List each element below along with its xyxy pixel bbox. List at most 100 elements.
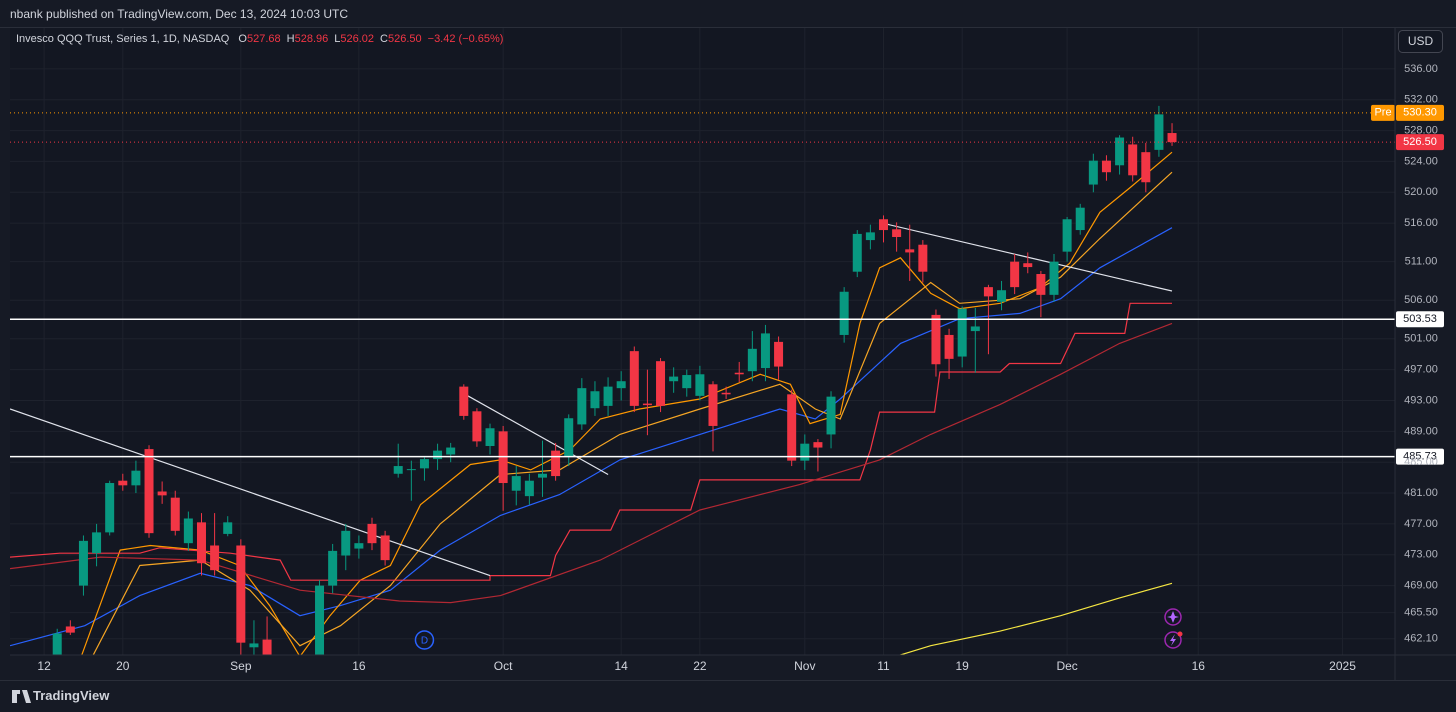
candle-body: [1167, 133, 1177, 143]
candle-body: [826, 396, 836, 435]
y-tick-label: 469.00: [1404, 579, 1438, 591]
candle-body: [1062, 219, 1072, 252]
currency[interactable]: USD: [1408, 34, 1434, 48]
publisher: nbank published on TradingView.com, Dec …: [10, 7, 348, 21]
candle-body: [800, 443, 810, 461]
candle-body: [551, 450, 561, 477]
candle-body: [196, 522, 206, 564]
currency-button[interactable]: [1398, 30, 1443, 53]
icon-dot: [1177, 631, 1183, 637]
ohlc-key: L: [334, 33, 341, 45]
candle-body: [1141, 152, 1151, 183]
candle-body: [380, 535, 390, 561]
candle-body: [983, 287, 993, 297]
trend-line: [882, 222, 1173, 292]
indicators: [10, 151, 1173, 655]
icon: [1170, 634, 1176, 646]
candle-body: [223, 522, 233, 534]
candle-body: [419, 459, 429, 469]
icon: [1167, 611, 1179, 623]
candle-body: [393, 466, 403, 474]
candle-body: [472, 411, 482, 442]
candle-body: [446, 447, 456, 455]
x-tick-label: 11: [877, 659, 890, 673]
candle-body: [944, 334, 954, 359]
y-tick-label: 485.00: [1404, 456, 1438, 468]
candle-body: [118, 480, 128, 486]
candle-body: [354, 543, 364, 549]
candle-body: [328, 550, 338, 586]
x-tick-label: 19: [956, 659, 970, 673]
candle-body: [183, 518, 193, 544]
y-tick-label: 528.00: [1404, 124, 1438, 136]
candle-body: [878, 219, 888, 231]
icon[interactable]: [1164, 631, 1182, 649]
x-tick-label: 14: [615, 659, 629, 673]
candle-body: [656, 361, 666, 406]
candle-body: [682, 375, 692, 389]
candle-body: [905, 249, 915, 253]
price-tag-label: 503.53: [1403, 313, 1437, 325]
candle-body: [839, 291, 849, 335]
candle-body: [918, 244, 928, 272]
y-tick-label: 493.00: [1404, 394, 1438, 406]
candle-body: [524, 480, 534, 497]
candle-body: [590, 391, 600, 409]
trend-line: [464, 393, 609, 476]
candle-body: [341, 530, 351, 556]
candle-body: [813, 442, 823, 448]
x-tick-label: Dec: [1056, 659, 1077, 673]
y-tick-label: 520.00: [1404, 186, 1438, 198]
candle-body: [734, 372, 744, 375]
candle-body: [616, 381, 626, 389]
candle-body: [65, 626, 75, 633]
price-tag: [1396, 448, 1444, 465]
y-tick-label: 516.00: [1404, 217, 1438, 229]
candle-body: [957, 308, 967, 357]
legend: Invesco QQQ Trust, Series 1, 1D, NASDAQ …: [16, 33, 503, 45]
footer: TradingView: [33, 688, 110, 703]
x-tick-label: 16: [352, 659, 366, 673]
candle-body: [1036, 274, 1046, 295]
change: −3.42 (−0.65%): [427, 33, 504, 45]
candle-body: [747, 348, 757, 372]
price-tag: [1396, 311, 1444, 328]
candle-body: [92, 532, 102, 554]
candle-body: [78, 540, 88, 586]
candle-body: [157, 491, 167, 496]
indicator-line: [898, 582, 1173, 655]
candle-body: [1023, 263, 1033, 268]
x-tick-label: 12: [37, 659, 51, 673]
candle-body: [1010, 261, 1020, 288]
y-tick-label: 506.00: [1404, 294, 1438, 306]
price-tag-label: 485.73: [1403, 450, 1437, 462]
last-price: 526.50: [1403, 136, 1437, 148]
candle-body: [52, 633, 62, 655]
indicator-line: [92, 171, 1173, 655]
y-tick-label: 465.50: [1404, 606, 1438, 618]
y-tick-label: 462.10: [1404, 633, 1438, 645]
candles: [52, 105, 1177, 655]
candle-body: [603, 386, 613, 406]
candle-body: [367, 523, 377, 544]
x-tick-label: 22: [693, 659, 707, 673]
y-tick-label: 489.00: [1404, 425, 1438, 437]
candle-body: [1101, 160, 1111, 173]
candle-body: [564, 418, 574, 457]
candle-body: [210, 545, 220, 571]
candle-body: [1115, 137, 1125, 166]
candle-body: [642, 403, 652, 406]
x-tick-label: 16: [1192, 659, 1206, 673]
y-tick-label: 477.00: [1404, 518, 1438, 530]
overlays: 503.53 485.73 Pre 530.30 526.50 D: [10, 104, 1444, 650]
x-tick-label: Oct: [494, 659, 513, 673]
icon[interactable]: [1164, 608, 1182, 626]
ohlc-value: 526.02: [340, 33, 375, 45]
candle-body: [459, 386, 469, 416]
ohlc-value: 527.68: [246, 33, 281, 45]
dividend-marker: [414, 630, 435, 650]
candle-body: [695, 374, 705, 396]
ohlc-value: 526.50: [387, 33, 422, 45]
